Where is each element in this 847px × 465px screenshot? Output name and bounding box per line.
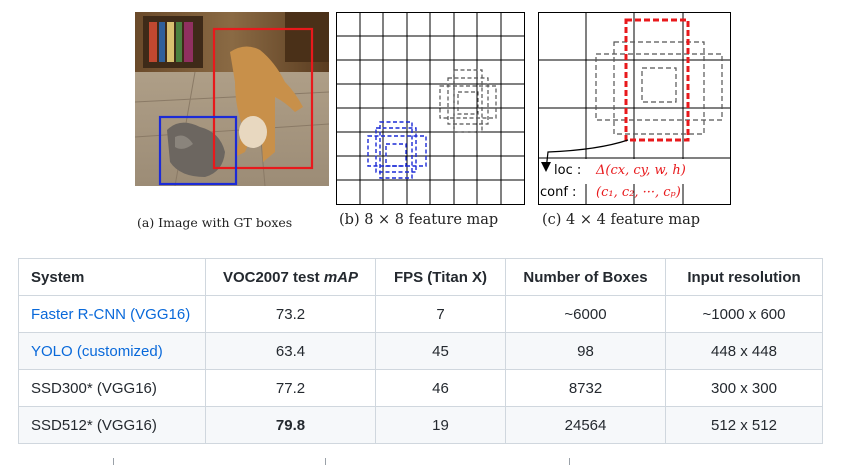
cell-resolution: ~1000 x 600 (665, 295, 823, 333)
cell-map: 63.4 (205, 332, 376, 370)
cell-map-best: 79.8 (205, 406, 376, 444)
cell-system: YOLO (customized) (18, 332, 206, 370)
default-boxes-gray (439, 69, 497, 133)
cell-resolution: 448 x 448 (665, 332, 823, 370)
cell-system: SSD300* (VGG16) (18, 369, 206, 407)
caption-image-gt: (a) Image with GT boxes (137, 215, 293, 230)
header-map: VOC2007 test mAP (205, 258, 376, 296)
cell-resolution: 512 x 512 (665, 406, 823, 444)
header-map-em: mAP (323, 268, 359, 286)
results-table: System VOC2007 test mAP FPS (Titan X) Nu… (18, 258, 823, 444)
divider-tick (113, 458, 114, 465)
header-system: System (18, 258, 206, 296)
table-row: SSD300* (VGG16) 77.2 46 8732 300 x 300 (18, 369, 823, 407)
header-map-prefix: VOC2007 test (222, 268, 324, 286)
divider-tick (325, 458, 326, 465)
cell-map: 77.2 (205, 369, 376, 407)
cell-boxes: 98 (505, 332, 666, 370)
matched-default-box (624, 18, 690, 142)
feature-map-8x8 (336, 12, 525, 205)
table-row: SSD512* (VGG16) 79.8 19 24564 512 x 512 (18, 406, 823, 444)
grid-4x4 (538, 12, 731, 205)
table-header-row: System VOC2007 test mAP FPS (Titan X) Nu… (18, 258, 823, 296)
cell-fps: 7 (375, 295, 506, 333)
system-link[interactable]: Faster R-CNN (VGG16) (31, 305, 191, 323)
header-boxes: Number of Boxes (505, 258, 666, 296)
header-resolution: Input resolution (665, 258, 823, 296)
cell-system: SSD512* (VGG16) (18, 406, 206, 444)
table-row: Faster R-CNN (VGG16) 73.2 7 ~6000 ~1000 … (18, 295, 823, 333)
arrow-head (541, 162, 551, 172)
cell-system: Faster R-CNN (VGG16) (18, 295, 206, 333)
loc-formula: Δ(cx, cy, w, h) (595, 163, 686, 178)
ssd-figure: (a) Image with GT boxes (b) 8 × 8 featur… (130, 12, 731, 237)
arrow-line (545, 139, 629, 171)
cell-fps: 19 (375, 406, 506, 444)
cell-boxes: ~6000 (505, 295, 666, 333)
system-link[interactable]: YOLO (customized) (31, 342, 163, 360)
cell-boxes: 24564 (505, 406, 666, 444)
table-row: YOLO (customized) 63.4 45 98 448 x 448 (18, 332, 823, 370)
feature-map-4x4: loc : Δ(cx, cy, w, h) conf : (c₁, c₂, ··… (538, 12, 731, 205)
image-with-gt-boxes (135, 12, 329, 186)
cell-fps: 45 (375, 332, 506, 370)
default-boxes-4x4 (595, 41, 723, 135)
caption-4x4: (c) 4 × 4 feature map (542, 212, 701, 228)
cell-resolution: 300 x 300 (665, 369, 823, 407)
loc-label: loc : (554, 163, 581, 178)
cat-gt-box (158, 115, 238, 186)
grid-8x8 (336, 12, 525, 205)
caption-8x8: (b) 8 × 8 feature map (339, 212, 499, 228)
cell-fps: 46 (375, 369, 506, 407)
divider-tick (569, 458, 570, 465)
dog-gt-box (212, 27, 314, 170)
conf-label: conf : (540, 185, 576, 200)
default-boxes-cat (367, 121, 427, 179)
header-fps: FPS (Titan X) (375, 258, 506, 296)
cell-boxes: 8732 (505, 369, 666, 407)
cell-map: 73.2 (205, 295, 376, 333)
conf-formula: (c₁, c₂, ···, cₚ) (596, 185, 681, 200)
